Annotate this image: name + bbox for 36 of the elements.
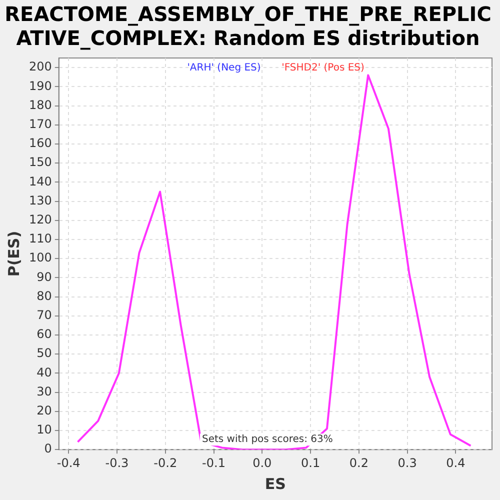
- y-tick-label: 180: [29, 98, 52, 112]
- y-tick-label: 20: [36, 404, 52, 418]
- x-tick-label: -0.2: [154, 456, 178, 470]
- y-tick-label: 150: [29, 155, 52, 170]
- x-tick-label: 0.3: [398, 456, 417, 470]
- x-tick-label: 0.1: [300, 456, 320, 470]
- y-tick-label: 80: [36, 288, 52, 303]
- y-tick-label: 190: [29, 78, 52, 93]
- y-tick-label: 130: [29, 193, 52, 208]
- y-axis-title: P(ES): [4, 230, 23, 277]
- y-tick-label: 120: [29, 212, 52, 226]
- y-tick-label: 170: [29, 116, 52, 131]
- x-tick-label: 0.2: [349, 456, 368, 470]
- x-tick-label: 0.4: [446, 456, 466, 470]
- annotation: Sets with pos scores: 63%: [202, 434, 333, 446]
- y-tick-label: 10: [36, 422, 52, 437]
- y-tick-label: 70: [36, 308, 52, 322]
- annotation: 'ARH' (Neg ES): [187, 62, 261, 74]
- x-tick-label: 0.0: [252, 456, 272, 470]
- y-tick-label: 140: [29, 174, 52, 188]
- y-tick-label: 100: [29, 250, 52, 265]
- y-tick-label: 60: [36, 327, 52, 342]
- x-tick-label: -0.4: [56, 456, 80, 470]
- y-tick-label: 0: [44, 442, 52, 456]
- y-tick-label: 110: [29, 232, 52, 246]
- chart-title: REACTOME_ASSEMBLY_OF_THE_PRE_REPLICATIVE_COMPLEX: Random ES distribution: [4, 2, 492, 50]
- x-tick-label: -0.1: [202, 456, 226, 470]
- annotation: 'FSHD2' (Pos ES): [282, 62, 365, 74]
- y-tick-label: 160: [29, 136, 52, 150]
- x-axis-title: ES: [264, 474, 286, 493]
- y-tick-label: 30: [36, 384, 52, 398]
- y-tick-label: 50: [36, 346, 52, 360]
- y-tick-label: 90: [36, 270, 52, 284]
- y-tick-label: 40: [36, 365, 52, 380]
- y-tick-label: 200: [29, 60, 52, 74]
- x-tick-label: -0.3: [105, 456, 129, 470]
